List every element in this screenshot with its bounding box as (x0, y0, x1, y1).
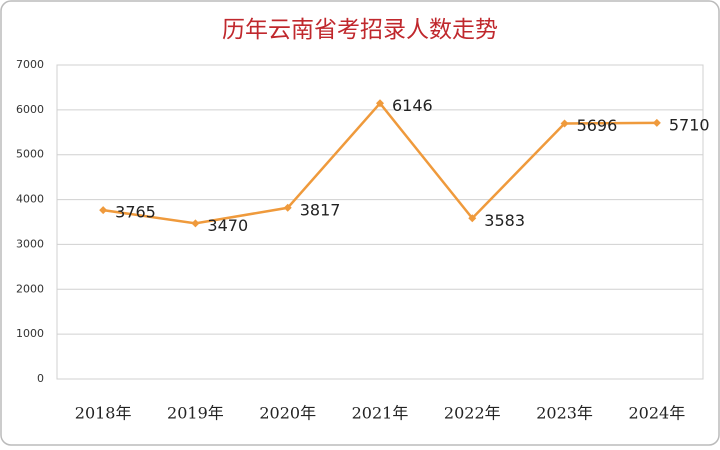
y-tick-label: 1000 (16, 327, 44, 340)
x-tick-label: 2019年 (167, 404, 224, 423)
x-tick-label: 2018年 (75, 404, 132, 423)
data-label: 6146 (392, 96, 433, 115)
data-label: 3470 (207, 216, 248, 235)
y-tick-label: 3000 (16, 237, 44, 250)
marker (99, 206, 108, 215)
y-tick-label: 2000 (16, 282, 44, 295)
y-tick-label: 4000 (16, 193, 44, 206)
marker (191, 219, 200, 228)
y-tick-label: 6000 (16, 103, 44, 116)
data-label: 3583 (484, 211, 525, 230)
x-tick-label: 2024年 (628, 404, 685, 423)
chart-title: 历年云南省考招录人数走势 (222, 17, 498, 43)
marker (652, 118, 661, 127)
y-tick-label: 0 (37, 372, 44, 385)
marker (560, 119, 569, 128)
data-label: 3817 (300, 200, 341, 219)
y-tick-label: 7000 (16, 58, 44, 71)
data-label: 5710 (669, 115, 710, 134)
x-tick-label: 2021年 (352, 404, 409, 423)
data-label: 3765 (115, 203, 156, 222)
marker (376, 99, 384, 108)
x-tick-label: 2023年 (536, 404, 593, 423)
marker (468, 214, 477, 223)
data-label: 5696 (577, 116, 618, 135)
marker (283, 203, 292, 212)
x-tick-label: 2022年 (444, 404, 501, 423)
x-tick-label: 2020年 (259, 404, 316, 423)
y-tick-label: 5000 (16, 148, 44, 161)
